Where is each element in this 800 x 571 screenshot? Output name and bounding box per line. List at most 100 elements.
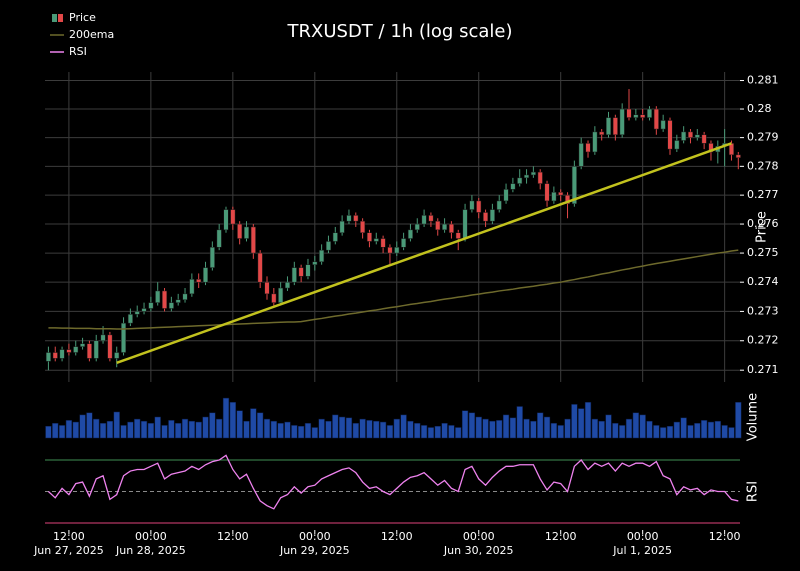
volume-bar <box>687 425 694 439</box>
candle-body <box>182 293 188 300</box>
candle-body <box>353 215 359 222</box>
volume-bar <box>229 402 236 439</box>
volume-bar <box>311 427 318 439</box>
y-axis-label: Price <box>755 211 770 243</box>
candle-body <box>168 302 174 309</box>
legend-label: Price <box>69 11 96 24</box>
volume-bar <box>482 418 489 439</box>
candle-body <box>134 311 140 315</box>
candle-body <box>114 352 120 359</box>
y-tick-label: 0.276 <box>747 217 779 230</box>
volume-bar <box>216 418 223 439</box>
rsi-line <box>47 454 739 510</box>
volume-bar <box>393 418 400 439</box>
volume-bar <box>202 416 209 439</box>
candle-body <box>223 209 229 231</box>
candle-body <box>667 120 673 150</box>
volume-bar <box>373 420 380 439</box>
candle-body <box>360 220 366 233</box>
candle-body <box>250 226 256 254</box>
candle-body <box>496 200 502 210</box>
volume-bar <box>366 420 373 439</box>
volume-bar <box>318 418 325 439</box>
candle-body <box>93 340 99 359</box>
volume-bar <box>625 418 633 439</box>
candle-body <box>558 192 564 196</box>
y-tick-label: 0.272 <box>747 334 779 347</box>
volume-bar <box>93 418 100 439</box>
candle-body <box>599 131 605 136</box>
volume-bar <box>680 417 687 439</box>
volume-bar <box>441 423 448 439</box>
candle-body <box>148 302 154 309</box>
volume-bar <box>127 421 134 439</box>
y-tick-label: 0.274 <box>747 275 779 288</box>
volume-bar <box>701 420 708 439</box>
volume-bar <box>52 423 59 439</box>
volume-bar <box>707 421 715 439</box>
legend-label: 200ema <box>69 28 114 41</box>
candle-body <box>284 281 290 289</box>
legend-swatch <box>52 14 57 22</box>
candle-body <box>674 140 680 150</box>
volume-bar <box>188 420 195 439</box>
candle-body <box>373 238 379 242</box>
candle-body <box>633 114 639 118</box>
candle-body <box>646 108 653 118</box>
candle-body <box>107 334 113 359</box>
volume-bar <box>263 418 271 439</box>
candle-body <box>257 252 263 283</box>
volume-bar <box>537 412 544 439</box>
y-tick-label: 0.279 <box>747 131 779 144</box>
volume-bar <box>434 425 441 439</box>
y-tick-label: 0.278 <box>747 159 779 172</box>
volume-bar <box>45 425 52 439</box>
candle-body <box>735 154 741 158</box>
volume-bar <box>721 425 728 439</box>
volume-bar <box>243 420 250 439</box>
candle-body <box>100 334 106 341</box>
candle-body <box>701 134 707 144</box>
volume-bar <box>489 420 496 439</box>
candle-body <box>271 293 277 303</box>
volume-bar <box>332 414 339 439</box>
volume-bar <box>236 410 243 439</box>
candle-body <box>476 200 482 213</box>
candle-body <box>653 108 659 130</box>
candle-body <box>141 308 147 312</box>
candle-body <box>66 349 72 353</box>
volume-bar <box>694 423 701 439</box>
volume-bar <box>509 417 517 439</box>
volume-bar <box>284 421 291 439</box>
candle-body <box>414 223 420 231</box>
candle-body <box>237 223 243 239</box>
volume-bar <box>598 420 605 439</box>
candle-body <box>189 279 195 295</box>
volume-bar <box>359 418 366 439</box>
x-tick-label: 12:00 <box>709 530 741 543</box>
volume-bar <box>277 423 284 439</box>
candle-body <box>59 349 65 359</box>
volume-bar <box>147 423 154 439</box>
candle-body <box>551 192 557 202</box>
volume-bar <box>455 427 462 439</box>
legend-label: RSI <box>69 45 87 58</box>
volume-bar <box>619 425 626 439</box>
candle-body <box>278 287 284 303</box>
y-tick-label: 0.277 <box>747 188 779 201</box>
y-axis-label: Volume <box>746 393 761 441</box>
volume-bar <box>407 420 414 439</box>
volume-bar <box>65 420 73 439</box>
volume-bar <box>639 414 646 439</box>
volume-bar <box>516 406 523 439</box>
volume-bar <box>195 421 202 439</box>
candle-body <box>319 249 325 263</box>
x-tick-date: Jun 30, 2025 <box>443 544 514 557</box>
candle-body <box>435 220 441 231</box>
volume-bar <box>106 420 114 439</box>
candle-body <box>366 232 372 242</box>
candle-body <box>52 352 58 359</box>
candle-body <box>428 215 434 222</box>
volume-bar <box>72 421 79 439</box>
volume-bar <box>461 410 469 439</box>
